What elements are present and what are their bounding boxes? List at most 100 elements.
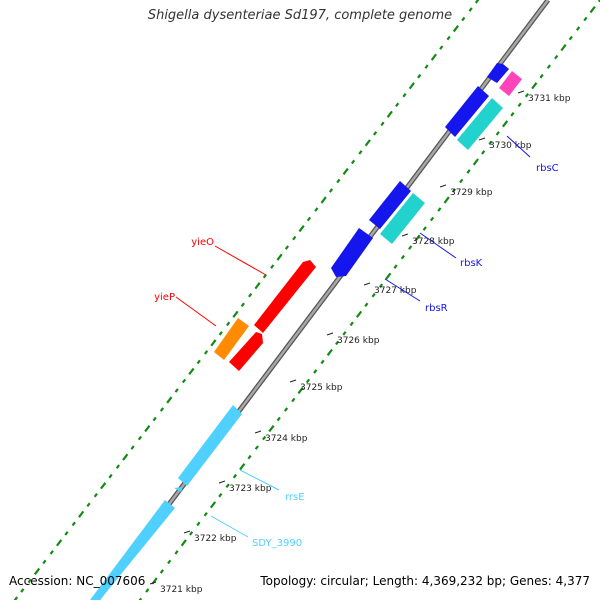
inner-track-dot	[502, 120, 509, 128]
inner-track-dot	[167, 559, 172, 565]
gene-rbsc[interactable]	[445, 86, 489, 137]
inner-track-dot	[539, 73, 544, 79]
gene-label-sdy_3990[interactable]: SDY_3990	[252, 538, 302, 549]
outer-track-dot	[203, 350, 209, 355]
tick-mark	[149, 581, 157, 585]
inner-track-dot	[495, 131, 500, 136]
inner-track-dot	[443, 196, 450, 204]
gene-yieo[interactable]	[254, 260, 316, 333]
rrna-feature-sdy3990[interactable]	[90, 500, 175, 600]
inner-track-dot	[451, 188, 457, 193]
outer-track-dot	[130, 445, 135, 450]
accession-text: Accession: NC_007606	[9, 574, 146, 588]
outer-track-dot	[122, 453, 129, 461]
inner-track-dot	[342, 331, 347, 336]
gene-leader-line	[419, 232, 457, 259]
inner-track-dot	[218, 492, 223, 498]
tick-mark	[478, 137, 486, 141]
inner-track-dot	[583, 16, 588, 22]
gene-label-rbsr[interactable]: rbsR	[425, 303, 448, 314]
gene-label-yieo[interactable]: yieO	[191, 237, 214, 248]
inner-track-dot	[239, 463, 246, 471]
outer-track-dot	[364, 139, 371, 147]
inner-track-dot	[313, 369, 318, 374]
inner-track-dot	[472, 158, 479, 166]
gene-label-rrse[interactable]: rrsE	[285, 492, 305, 503]
gene-label-rbsk[interactable]: rbsK	[460, 258, 483, 269]
outer-track-dot	[314, 207, 319, 212]
inner-track-dot	[291, 397, 296, 403]
inner-track-dot	[576, 26, 581, 31]
outer-track-dot	[328, 188, 334, 193]
outer-dotted-track	[13, 0, 480, 600]
outer-track-dot	[284, 245, 290, 250]
inner-track-dot	[326, 348, 333, 356]
outer-track-dot	[166, 396, 173, 404]
gene-leader-line	[214, 245, 267, 276]
gene-rbsk[interactable]	[369, 181, 411, 229]
inner-track-dot	[488, 140, 493, 146]
tick-mark	[363, 282, 371, 286]
outer-track-dot	[108, 473, 113, 479]
inner-track-dot	[268, 425, 275, 433]
outer-track-dot	[424, 64, 429, 69]
outer-track-dot	[380, 121, 385, 127]
inner-track-dot	[589, 5, 596, 14]
rrna-feature-rrse[interactable]	[178, 405, 242, 486]
inner-track-dot	[320, 359, 325, 365]
inner-track-dot	[546, 64, 551, 69]
inner-track-dot	[422, 226, 427, 231]
inner-track-dot	[531, 82, 538, 90]
tick-mark	[517, 90, 525, 94]
tick-label: 3721 kbp	[160, 585, 203, 595]
tick-mark	[439, 184, 447, 188]
inner-track-dot	[364, 302, 369, 308]
outer-track-dot	[196, 359, 201, 365]
inner-dotted-track	[138, 0, 600, 600]
inner-track-dot	[459, 178, 464, 184]
inner-track-dot	[393, 264, 398, 269]
inner-track-dot	[196, 521, 201, 527]
tick-label: 3729 kbp	[450, 188, 493, 198]
tick-mark	[254, 430, 262, 434]
outer-track-dot	[298, 225, 305, 233]
outer-track-dot	[276, 253, 283, 261]
tick-mark	[289, 379, 297, 383]
outer-track-dot	[430, 53, 437, 61]
outer-track-dot	[181, 378, 187, 384]
inner-track-dot	[180, 539, 187, 547]
inner-track-dot	[254, 445, 259, 450]
inner-track-dot	[225, 483, 230, 488]
gene-orange[interactable]	[214, 318, 249, 360]
gene-label-rbsc[interactable]: rbsC	[536, 163, 559, 174]
outer-track-dot	[188, 367, 195, 375]
gene-teal-top[interactable]	[457, 98, 503, 150]
inner-track-dot	[560, 44, 567, 52]
inner-track-dot	[481, 150, 486, 155]
outer-track-dot	[64, 531, 69, 536]
inner-track-dot	[305, 378, 311, 384]
gene-yiep[interactable]	[229, 332, 263, 371]
tick-mark	[183, 530, 191, 534]
outer-track-dot	[93, 492, 98, 498]
inner-track-dot	[568, 35, 573, 41]
inner-track-dot	[466, 169, 471, 174]
inner-track-dot	[232, 473, 238, 479]
inner-track-dot	[247, 454, 252, 460]
gene-teal-mid[interactable]	[380, 193, 425, 244]
outer-track-dot	[350, 159, 356, 165]
tick-label: 3722 kbp	[194, 534, 237, 544]
inner-track-dot	[524, 92, 530, 98]
outer-track-dot	[248, 292, 253, 298]
outer-track-dot	[461, 16, 466, 22]
outer-track-dot	[71, 521, 76, 527]
outer-track-dot	[210, 339, 217, 347]
inner-track-dot	[297, 386, 304, 395]
gene-blue-top[interactable]	[487, 63, 509, 83]
outer-track-dot	[386, 110, 393, 118]
gene-rbsr[interactable]	[331, 228, 373, 277]
gene-pink-top[interactable]	[499, 71, 522, 96]
gene-leader-line	[384, 278, 421, 302]
gene-label-yiep[interactable]: yieP	[154, 292, 175, 303]
